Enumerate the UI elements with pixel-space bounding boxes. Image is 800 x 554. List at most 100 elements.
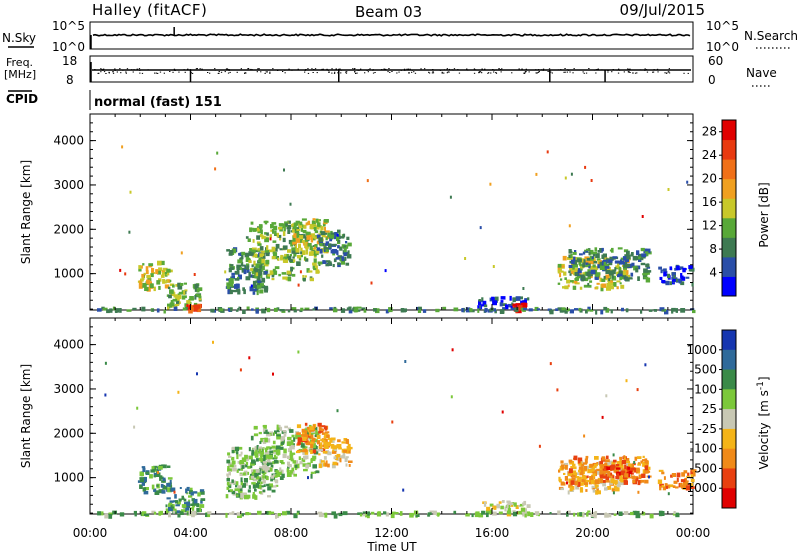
data-cell [341, 256, 345, 261]
data-cell [304, 450, 309, 455]
data-cell [104, 513, 109, 519]
data-cell [301, 428, 306, 433]
data-cell [332, 440, 335, 443]
data-cell [289, 429, 294, 433]
data-cell [568, 468, 573, 474]
data-cell [271, 274, 275, 278]
data-cell [616, 473, 620, 477]
data-cell [304, 430, 308, 435]
data-cell [139, 484, 143, 489]
data-cell [278, 226, 283, 230]
data-cell [375, 308, 380, 314]
data-cell [297, 437, 303, 443]
data-cell [156, 471, 159, 474]
nave-dot [484, 68, 486, 70]
nave-dot [195, 68, 198, 70]
data-cell [252, 492, 255, 496]
data-cell [325, 247, 329, 251]
data-cell [618, 266, 622, 271]
data-cell [259, 224, 263, 229]
nave-dot [557, 69, 559, 71]
data-cell [620, 470, 626, 476]
data-cell [240, 451, 243, 455]
data-cell [665, 280, 670, 286]
data-cell [267, 486, 272, 491]
data-cell [564, 476, 568, 481]
data-cell [329, 438, 333, 443]
data-cell [314, 230, 319, 234]
data-cell [278, 273, 281, 277]
data-cell [328, 261, 332, 266]
data-cell [671, 277, 674, 280]
data-cell [304, 244, 309, 249]
nave-dot [601, 69, 603, 71]
data-cell [391, 420, 394, 424]
data-cell [285, 223, 288, 227]
data-cell [579, 512, 585, 517]
velocity-colorbar-swatch [722, 428, 736, 450]
data-cell [273, 449, 277, 452]
data-cell [167, 477, 173, 480]
nave-dot [567, 69, 569, 71]
data-cell [193, 304, 198, 308]
data-cell [576, 275, 581, 279]
data-cell [151, 308, 155, 312]
power-colorbar-label: 4 [709, 266, 717, 280]
data-cell [661, 471, 665, 475]
nave-dot [227, 72, 230, 74]
data-cell [343, 247, 347, 253]
data-cell [558, 469, 561, 473]
data-cell [316, 226, 320, 230]
data-cell [236, 512, 241, 516]
data-cell [307, 243, 312, 247]
data-cell [616, 271, 620, 276]
data-cell [675, 278, 678, 282]
data-cell [251, 264, 254, 268]
data-cell [640, 309, 643, 314]
data-cell [119, 268, 122, 272]
data-cell [334, 455, 339, 461]
data-cell [637, 463, 642, 466]
data-cell [183, 290, 186, 295]
nave-dot [391, 71, 393, 72]
x-tick-label: 00:00 [73, 526, 108, 540]
data-cell [150, 469, 155, 473]
data-cell [294, 460, 299, 463]
nave-dot [244, 72, 246, 74]
data-cell [559, 268, 562, 272]
data-cell [262, 425, 267, 428]
data-cell [283, 168, 285, 172]
data-cell [293, 252, 297, 257]
data-cell [310, 457, 316, 462]
data-cell [305, 441, 311, 446]
data-cell [581, 277, 584, 282]
nave-dot [644, 69, 646, 71]
data-cell [620, 257, 625, 261]
data-cell [511, 302, 514, 307]
data-cell [348, 460, 353, 463]
data-cell [286, 472, 292, 477]
nave-dot [583, 72, 585, 74]
data-cell [567, 473, 572, 477]
data-cell [390, 513, 395, 519]
data-cell [574, 268, 578, 273]
data-cell [574, 476, 580, 479]
data-cell [648, 309, 653, 312]
nave-dot [159, 71, 162, 73]
data-cell [577, 258, 580, 262]
data-cell [252, 494, 256, 499]
data-cell [230, 264, 234, 267]
data-cell [245, 461, 249, 465]
data-cell [301, 234, 306, 239]
data-cell [216, 151, 219, 155]
data-cell [502, 307, 506, 310]
nave-dot [314, 68, 317, 70]
data-cell [571, 259, 575, 264]
nsearch-label: N.Search [744, 29, 798, 43]
nave-dot [493, 69, 495, 71]
data-cell [189, 487, 193, 491]
data-cell [259, 265, 263, 269]
data-cell [170, 487, 176, 492]
data-cell [619, 276, 622, 281]
